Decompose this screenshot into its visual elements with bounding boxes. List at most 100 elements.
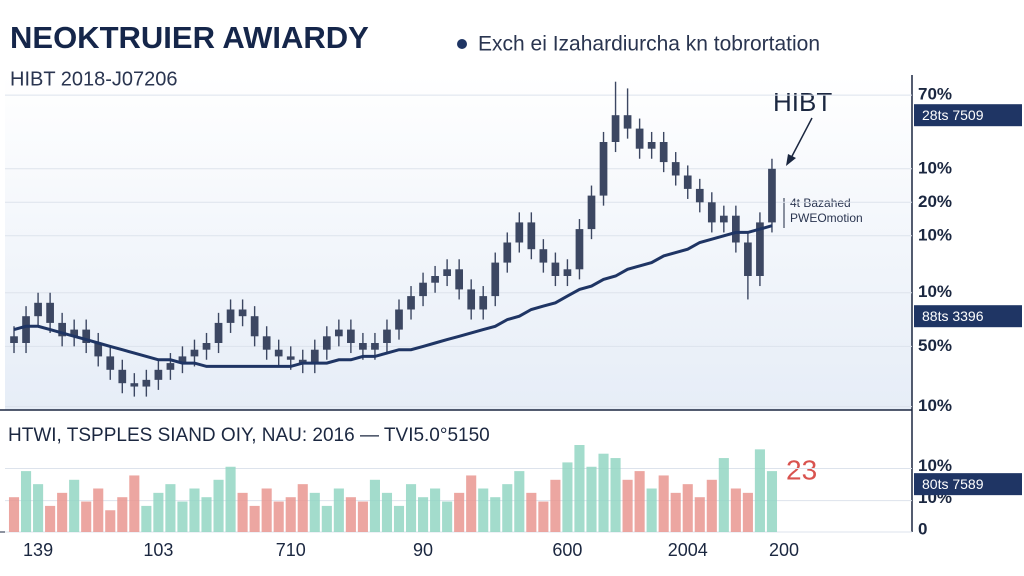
y-tick-label: 10% bbox=[918, 282, 952, 301]
x-tick-label: 2004 bbox=[668, 540, 708, 560]
v-tick-label: 10% bbox=[918, 456, 952, 475]
volume-bar bbox=[309, 492, 320, 532]
y-tick-label: 10% bbox=[918, 396, 952, 415]
candle-body bbox=[647, 142, 656, 149]
candle-body bbox=[707, 202, 716, 223]
candle-body bbox=[479, 296, 488, 310]
volume-bar bbox=[694, 497, 705, 532]
volume-bar bbox=[393, 505, 405, 532]
x-tick-label: 103 bbox=[143, 540, 173, 560]
volume-bar bbox=[129, 475, 140, 532]
candle-body bbox=[563, 269, 572, 276]
volume-bar bbox=[526, 492, 537, 532]
x-tick-label: 90 bbox=[413, 540, 433, 560]
candle-body bbox=[58, 322, 66, 337]
volume-bar bbox=[153, 492, 164, 532]
volume-bar bbox=[634, 471, 645, 532]
volume-bar bbox=[105, 510, 116, 532]
candle-body bbox=[455, 269, 464, 290]
candle-body bbox=[395, 309, 403, 330]
volume-bar bbox=[550, 479, 561, 532]
candle-body bbox=[250, 316, 259, 337]
candle-body bbox=[142, 379, 151, 387]
volume-bar bbox=[442, 501, 453, 532]
volume-bar bbox=[249, 505, 260, 532]
candle-body bbox=[659, 142, 668, 163]
volume-bar bbox=[33, 484, 44, 532]
candle-body bbox=[34, 302, 42, 317]
volume-bar bbox=[538, 501, 549, 532]
candle-body bbox=[190, 349, 199, 357]
candle-body bbox=[744, 242, 752, 276]
candle-body bbox=[575, 229, 584, 270]
volume-bar bbox=[754, 449, 765, 532]
volume-bar bbox=[454, 492, 465, 532]
legend-dot bbox=[457, 39, 467, 49]
volume-bar bbox=[574, 445, 585, 532]
volume-bar bbox=[20, 471, 32, 532]
volume-bar bbox=[189, 488, 200, 532]
candle-body bbox=[82, 329, 91, 343]
candle-body bbox=[10, 336, 18, 343]
volume-bar bbox=[598, 453, 609, 532]
price-tag-label: 88ts 3396 bbox=[922, 308, 984, 324]
candle-body bbox=[238, 309, 247, 317]
candle-body bbox=[347, 329, 355, 343]
candle-body bbox=[719, 215, 728, 223]
volume-bar bbox=[658, 475, 669, 532]
volume-bar bbox=[57, 492, 68, 532]
candle-body bbox=[623, 115, 632, 129]
x-tick-label: 710 bbox=[276, 540, 306, 560]
y-tick-label: 10% bbox=[918, 225, 952, 244]
y-tick-label: 70% bbox=[918, 85, 952, 104]
candle-body bbox=[214, 322, 223, 343]
candle-body bbox=[226, 309, 235, 323]
annotation-arrow bbox=[789, 117, 813, 161]
volume-bar bbox=[490, 497, 501, 532]
y-tick-label: 50% bbox=[918, 336, 952, 355]
volume-bar bbox=[201, 497, 212, 532]
volume-bar bbox=[165, 484, 176, 532]
candle-body bbox=[371, 343, 379, 350]
volume-bar bbox=[333, 488, 344, 532]
candle-body bbox=[467, 289, 476, 310]
volume-bar bbox=[93, 488, 104, 532]
volume-bar bbox=[177, 501, 188, 532]
chart-title: NEOKTRUIER AWIARDY bbox=[10, 20, 369, 55]
volume-bar bbox=[285, 497, 296, 532]
x-tick-label: 139 bbox=[23, 540, 53, 560]
volume-bar bbox=[381, 492, 393, 532]
price-tag bbox=[914, 305, 1022, 328]
x-tick-label: 200 bbox=[769, 540, 799, 560]
volume-bar bbox=[766, 471, 778, 532]
candle-body bbox=[310, 349, 319, 364]
candle-body bbox=[262, 336, 271, 350]
candle-body bbox=[383, 329, 391, 343]
note-line: PWEOmotion bbox=[790, 211, 863, 225]
arrow-head bbox=[786, 154, 796, 166]
volume-bar bbox=[730, 488, 741, 532]
candle-body bbox=[587, 195, 596, 230]
volume-bar bbox=[562, 462, 573, 532]
volume-bar bbox=[418, 497, 429, 532]
price-tag-label: 28ts 7509 bbox=[922, 107, 984, 123]
candle-body bbox=[443, 269, 451, 276]
candle-body bbox=[298, 359, 307, 364]
volume-bar bbox=[237, 492, 248, 532]
volume-bar bbox=[430, 488, 441, 532]
candle-body bbox=[22, 316, 30, 343]
price-panel bbox=[5, 75, 912, 410]
candle-body bbox=[274, 349, 283, 357]
volume-bar bbox=[514, 471, 525, 532]
price-tag bbox=[914, 104, 1022, 127]
candle-body bbox=[359, 343, 367, 350]
candle-body bbox=[202, 343, 211, 350]
candle-body bbox=[515, 222, 524, 243]
candle-body bbox=[599, 142, 608, 196]
volume-bar bbox=[478, 488, 489, 532]
candle-body bbox=[431, 276, 439, 283]
candle-body bbox=[419, 282, 427, 297]
candle-body bbox=[286, 356, 295, 360]
volume-bar bbox=[297, 484, 308, 532]
candle-body bbox=[756, 222, 764, 276]
